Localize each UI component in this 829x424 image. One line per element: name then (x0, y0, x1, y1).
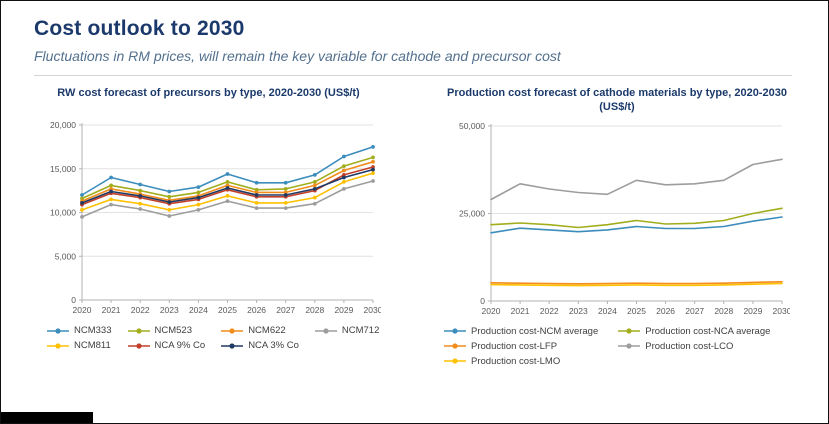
legend-marker-icon (618, 328, 641, 334)
legend-marker-icon (127, 327, 150, 334)
chart-legend: Production cost-NCM average Production co… (432, 326, 802, 367)
legend-item-production-cost-ncm-average: Production cost-NCM average (444, 326, 598, 337)
chart-legend: NCM333 NCM523 NCM622 NCM712 NCM811 NCA 9% Co N… (31, 325, 386, 351)
legend-item-ncm811: NCM811 (47, 340, 112, 351)
x-tick-label: 2025 (627, 306, 646, 316)
legend-label: Production cost-LCO (645, 340, 734, 352)
x-tick-label: 2020 (481, 306, 500, 316)
x-tick-label: 2022 (131, 305, 150, 315)
precursor-cost-chart: RW cost forecast of precursors by type, … (31, 84, 386, 367)
series-line-production-cost-ncm-average (489, 215, 783, 234)
x-tick-label: 2022 (539, 306, 558, 316)
page-subtitle: Fluctuations in RM prices, will remain t… (34, 48, 561, 64)
x-tick-label: 2025 (218, 305, 237, 315)
y-tick-label: 20,000 (50, 120, 76, 130)
chart-canvas: 0 25,000 50,000 2020 2021 2022 2023 2024 2025 202… (459, 121, 792, 316)
slide-header: Cost outlook to 2030 Fluctuations in RM … (1, 1, 828, 76)
x-tick-label: 2023 (568, 306, 587, 316)
legend-marker-icon (221, 342, 244, 349)
legend-marker-icon (221, 327, 244, 334)
legend-item-nca-3-co: NCA 3% Co (221, 340, 299, 351)
series-line-production-cost-lco (489, 158, 783, 200)
legend-item-nca-9-co: NCA 9% Co (127, 340, 206, 351)
legend-marker-icon (444, 343, 466, 349)
chart-plot-area: 0 25,000 50,000 2020 2021 2022 2023 2024 2025 202… (445, 118, 792, 323)
header-divider (34, 75, 792, 76)
x-tick-label: 2027 (685, 306, 704, 316)
x-tick-label: 2028 (305, 305, 324, 315)
legend-label: Production cost-LFP (471, 340, 558, 352)
chart-plot-area: 0 5,000 10,000 15,000 20,000 2020 2021 2022 2023… (36, 117, 383, 322)
legend-item-ncm622: NCM622 (221, 325, 299, 336)
legend-label: Production cost-NCM average (471, 325, 599, 337)
x-tick-label: 2026 (247, 305, 266, 315)
legend-item-production-cost-nca-average: Production cost-NCA average (618, 326, 770, 337)
legend-label: Production cost-LMO (471, 355, 561, 367)
x-tick-label: 2030 (772, 306, 789, 316)
series-line-production-cost-lfp (489, 280, 783, 285)
legend-item-ncm333: NCM333 (47, 325, 112, 336)
y-tick-label: 25,000 (459, 208, 485, 218)
series-line-production-cost-nca-average (489, 207, 783, 228)
legend-label: NCM333 (74, 325, 112, 336)
legend-item-ncm523: NCM523 (127, 325, 206, 336)
x-tick-label: 2029 (334, 305, 353, 315)
footer-accent-bar (1, 412, 93, 423)
legend-marker-icon (47, 327, 69, 334)
y-tick-label: 5,000 (55, 251, 77, 261)
chart-title: Production cost forecast of cathode mate… (447, 87, 787, 114)
x-tick-label: 2027 (276, 305, 295, 315)
legend-label: NCM811 (74, 340, 111, 351)
x-tick-label: 2023 (160, 305, 179, 315)
x-tick-label: 2021 (102, 305, 121, 315)
x-tick-label: 2021 (510, 306, 529, 316)
legend-label: NCM523 (154, 325, 193, 336)
x-tick-label: 2029 (743, 306, 762, 316)
legend-label: NCA 3% Co (248, 340, 299, 351)
legend-item-ncm712: NCM712 (314, 325, 380, 336)
charts-row: RW cost forecast of precursors by type, … (1, 76, 828, 367)
legend-marker-icon (314, 327, 337, 334)
x-tick-label: 2028 (714, 306, 733, 316)
chart-title: RW cost forecast of precursors by type, … (57, 87, 360, 99)
legend-item-production-cost-lco: Production cost-LCO (618, 341, 770, 352)
legend-marker-icon (618, 343, 641, 349)
y-tick-label: 0 (71, 295, 76, 305)
legend-marker-icon (47, 342, 69, 349)
x-tick-label: 2024 (189, 305, 208, 315)
y-tick-label: 15,000 (50, 164, 76, 174)
y-tick-label: 50,000 (459, 121, 485, 131)
legend-marker-icon (444, 358, 466, 364)
legend-marker-icon (444, 328, 466, 334)
chart-canvas: 0 5,000 10,000 15,000 20,000 2020 2021 2022 2023… (50, 120, 383, 315)
x-tick-label: 2020 (73, 305, 92, 315)
x-tick-label: 2030 (364, 305, 381, 315)
y-tick-label: 10,000 (50, 208, 76, 218)
legend-marker-icon (127, 342, 150, 349)
legend-label: Production cost-NCA average (645, 325, 771, 337)
legend-label: NCM712 (341, 325, 380, 336)
legend-label: NCM622 (248, 325, 286, 336)
x-tick-label: 2024 (597, 306, 616, 316)
legend-label: NCA 9% Co (154, 340, 206, 351)
y-tick-label: 0 (480, 296, 485, 306)
page-title: Cost outlook to 2030 (34, 17, 245, 40)
legend-item-production-cost-lfp: Production cost-LFP (444, 341, 598, 352)
cathode-cost-chart: Production cost forecast of cathode mate… (432, 84, 802, 367)
series-line-production-cost-lmo (489, 282, 783, 286)
x-tick-label: 2026 (656, 306, 675, 316)
legend-item-production-cost-lmo: Production cost-LMO (444, 356, 598, 367)
